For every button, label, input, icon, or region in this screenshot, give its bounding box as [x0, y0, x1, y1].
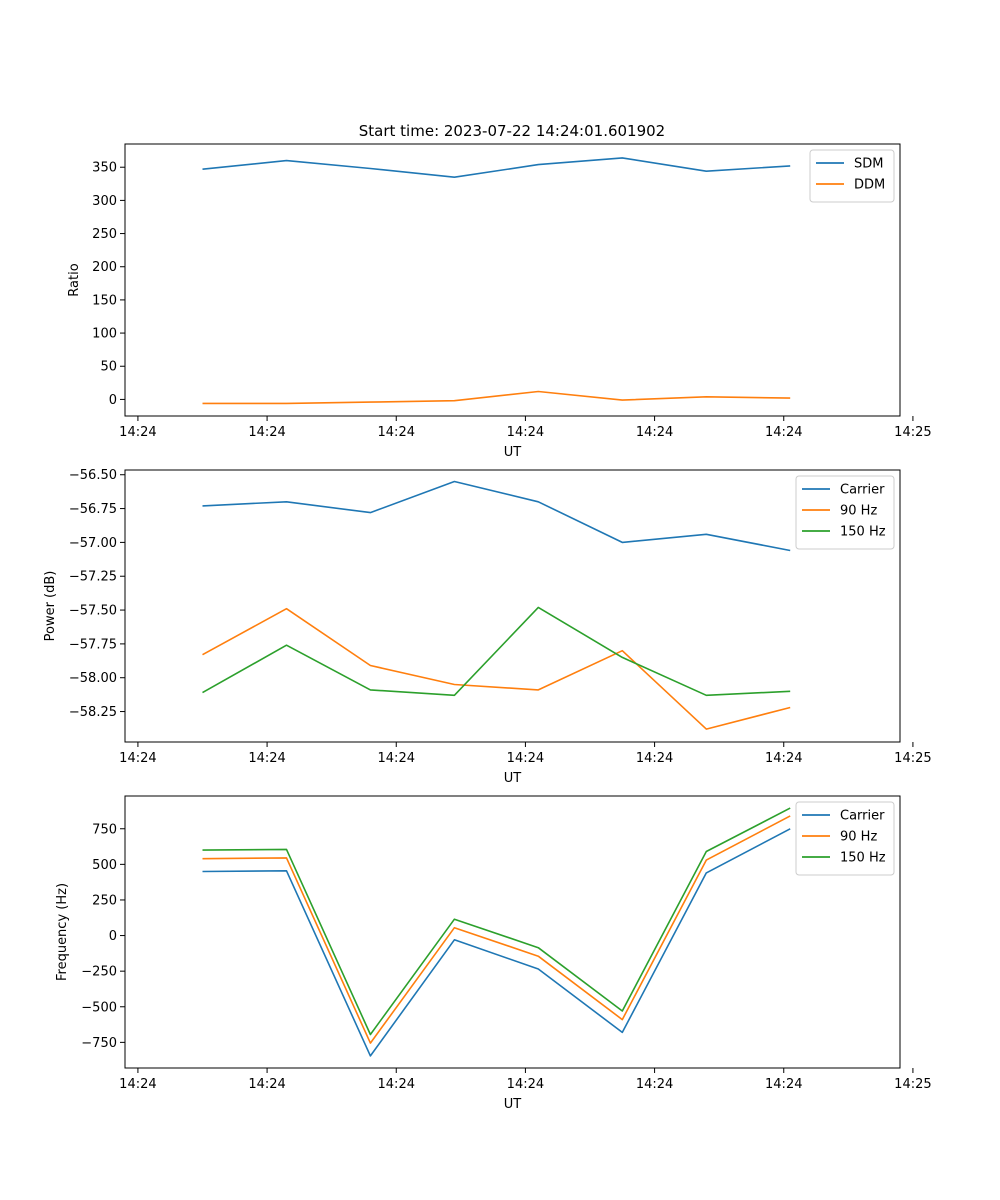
legend: Carrier 90 Hz 150 Hz: [795, 475, 895, 550]
x-tick-label: 14:24: [248, 751, 285, 766]
series-line-carrier: [202, 828, 791, 1057]
x-tick-label: 14:24: [507, 751, 544, 766]
legend-label: 150 Hz: [840, 851, 886, 866]
legend: Carrier 90 Hz 150 Hz: [795, 801, 895, 876]
legend-label: 90 Hz: [840, 504, 877, 519]
x-tick-label: 14:24: [765, 751, 802, 766]
y-tick-label: −57.75: [69, 637, 117, 652]
y-tick-label: −57.00: [69, 536, 117, 551]
y-axis-label: Frequency (Hz): [55, 883, 70, 981]
x-tick-label: 14:24: [248, 1077, 285, 1092]
y-tick-label: 750: [92, 822, 117, 837]
y-tick-label: −58.25: [69, 705, 117, 720]
x-tick-label: 14:25: [894, 1077, 931, 1092]
chart-panel-2: 14:24 14:24 14:24 14:24 14:24 14:24 14:25 −58.2…: [43, 468, 932, 786]
y-tick-label: −57.25: [69, 570, 117, 585]
y-tick-label: 0: [109, 929, 117, 944]
chart-panel-1: 14:24 14:24 14:24 14:24 14:24 14:24 14:25 0 50 10…: [67, 143, 932, 460]
y-axis-label: Power (dB): [43, 571, 58, 642]
y-tick-label: −56.75: [69, 502, 117, 517]
legend-label: 90 Hz: [840, 830, 877, 845]
y-tick-label: 0: [109, 393, 117, 408]
series-line-sdm: [202, 157, 791, 178]
x-axis-label: UT: [504, 771, 522, 786]
series-line-carrier: [202, 480, 791, 552]
x-tick-label: 14:24: [765, 1077, 802, 1092]
x-tick-label: 14:24: [248, 425, 285, 440]
y-tick-label: 350: [92, 161, 117, 176]
series-line-90-hz: [202, 815, 791, 1044]
x-axis-label: UT: [504, 1097, 522, 1112]
x-tick-label: 14:24: [378, 751, 415, 766]
legend-label: 150 Hz: [840, 525, 886, 540]
x-tick-label: 14:24: [119, 425, 156, 440]
charts-container: 14:24 14:24 14:24 14:24 14:24 14:24 14:25 0 50 10…: [43, 143, 932, 1112]
y-tick-label: −750: [81, 1036, 117, 1051]
x-tick-label: 14:24: [507, 1077, 544, 1092]
x-tick-label: 14:24: [636, 751, 673, 766]
legend-label: DDM: [854, 178, 885, 193]
x-tick-label: 14:24: [378, 425, 415, 440]
chart-panel-3: 14:24 14:24 14:24 14:24 14:24 14:24 14:25 −750 −…: [55, 795, 932, 1112]
series-line-150-hz: [202, 606, 791, 697]
y-tick-label: 250: [92, 227, 117, 242]
plot-area: [124, 143, 901, 417]
x-tick-label: 14:24: [378, 1077, 415, 1092]
legend-label: Carrier: [840, 809, 885, 824]
legend-label: SDM: [854, 157, 883, 172]
y-tick-label: 300: [92, 194, 117, 209]
y-tick-label: 250: [92, 893, 117, 908]
y-tick-label: 50: [100, 360, 117, 375]
y-tick-label: 500: [92, 858, 117, 873]
y-tick-label: 100: [92, 327, 117, 342]
x-tick-label: 14:24: [765, 425, 802, 440]
legend-label: Carrier: [840, 483, 885, 498]
y-tick-label: 150: [92, 293, 117, 308]
y-tick-label: −58.00: [69, 671, 117, 686]
legend: SDM DDM: [809, 149, 895, 203]
x-axis-label: UT: [504, 445, 522, 460]
y-tick-label: −57.50: [69, 604, 117, 619]
x-tick-label: 14:25: [894, 425, 931, 440]
figure-title: Start time: 2023-07-22 14:24:01.601902: [359, 122, 665, 140]
x-tick-label: 14:24: [119, 751, 156, 766]
y-axis-label: Ratio: [67, 263, 82, 296]
x-tick-label: 14:24: [636, 425, 673, 440]
x-tick-label: 14:24: [507, 425, 544, 440]
y-tick-label: −250: [81, 965, 117, 980]
x-tick-label: 14:24: [636, 1077, 673, 1092]
x-tick-label: 14:25: [894, 751, 931, 766]
x-tick-label: 14:24: [119, 1077, 156, 1092]
y-tick-label: 200: [92, 260, 117, 275]
y-tick-label: −500: [81, 1000, 117, 1015]
series-line-150-hz: [202, 807, 791, 1036]
y-tick-label: −56.50: [69, 468, 117, 483]
plot-area: [124, 795, 901, 1069]
series-line-90-hz: [202, 607, 791, 730]
series-line-ddm: [202, 390, 791, 405]
plot-area: [124, 469, 901, 743]
